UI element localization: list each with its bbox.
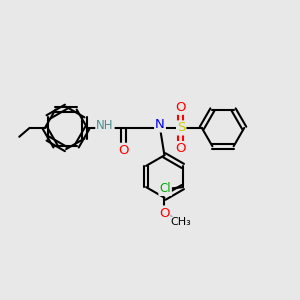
Text: Cl: Cl bbox=[159, 182, 171, 195]
Text: O: O bbox=[176, 101, 186, 114]
Text: O: O bbox=[159, 206, 170, 220]
Text: S: S bbox=[177, 122, 185, 134]
Text: O: O bbox=[176, 142, 186, 155]
Text: NH: NH bbox=[96, 119, 114, 132]
Text: CH₃: CH₃ bbox=[171, 217, 192, 227]
Text: N: N bbox=[155, 118, 165, 131]
Text: O: O bbox=[118, 144, 129, 157]
